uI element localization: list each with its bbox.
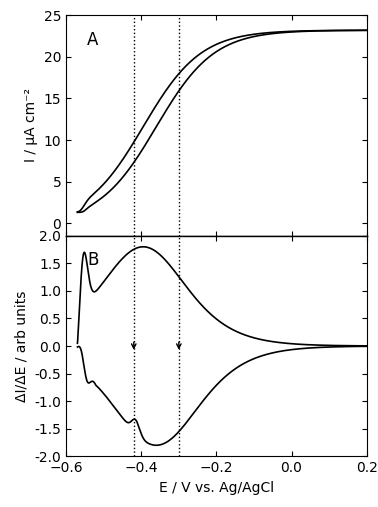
Y-axis label: ΔI/ΔE / arb units: ΔI/ΔE / arb units — [15, 291, 29, 402]
X-axis label: E / V vs. Ag/AgCl: E / V vs. Ag/AgCl — [159, 481, 274, 495]
Y-axis label: I / μA cm⁻²: I / μA cm⁻² — [24, 89, 38, 162]
Text: A: A — [87, 30, 99, 49]
Text: B: B — [87, 251, 99, 269]
